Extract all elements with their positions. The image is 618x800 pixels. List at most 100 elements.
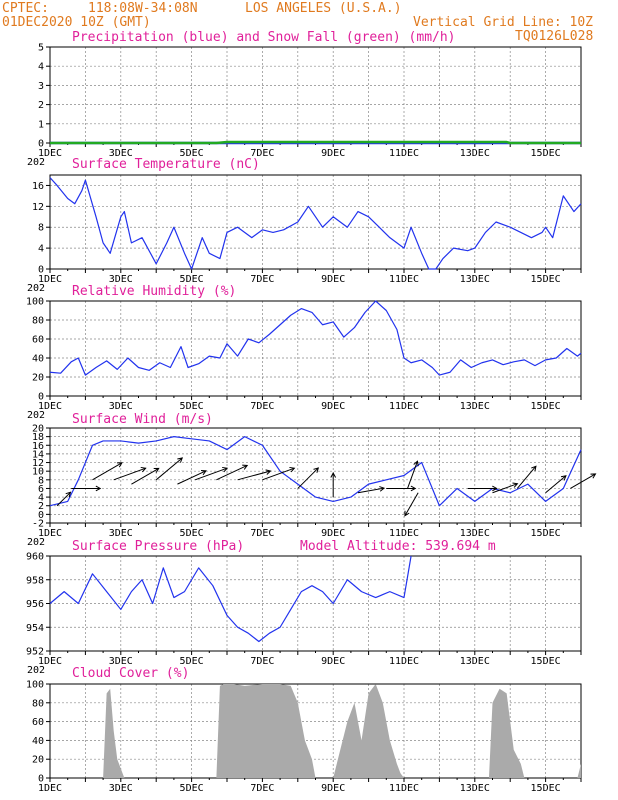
wind-arrow-head (140, 466, 147, 473)
x-tick-label: 3DEC (109, 656, 133, 667)
y-tick-label: 60 (32, 335, 44, 346)
x-year-label: 202 (27, 157, 45, 168)
wind-arrow-head (95, 485, 102, 492)
wind-arrow-head (289, 466, 296, 473)
x-tick-label: 3DEC (109, 148, 133, 159)
y-tick-label: 40 (32, 354, 44, 365)
x-tick-label: 5DEC (180, 783, 204, 794)
x-tick-label: 9DEC (321, 274, 345, 285)
title-humidity: Relative Humidity (%) (72, 284, 236, 299)
y-tick-label: 4 (38, 62, 44, 73)
x-year-label: 202 (27, 665, 45, 676)
x-tick-label: 7DEC (250, 401, 274, 412)
y-tick-label: 80 (32, 316, 44, 327)
y-tick-label: 956 (26, 599, 44, 610)
y-tick-label: 958 (26, 575, 44, 586)
cloud-cover-area (50, 684, 581, 778)
wind-arrow-head (177, 457, 184, 463)
x-tick-label: 1DEC (38, 148, 62, 159)
title-wind: Surface Wind (m/s) (72, 412, 213, 427)
x-year-label: 202 (27, 283, 45, 294)
x-tick-label: 3DEC (109, 528, 133, 539)
x-tick-label: 3DEC (109, 401, 133, 412)
wind-arrow-head (379, 486, 386, 492)
wind-arrow-head (492, 485, 498, 492)
x-tick-label: 15DEC (531, 656, 561, 667)
header-code: TQ0126L028 (515, 29, 593, 44)
y-tick-label: 954 (26, 623, 44, 634)
x-tick-label: 5DEC (180, 148, 204, 159)
header-coords: 118:08W-34:08N (88, 1, 198, 16)
x-tick-label: 15DEC (531, 274, 561, 285)
y-tick-label: 2 (38, 100, 44, 111)
title-temperature: Surface Temperature (nC) (72, 157, 260, 172)
x-tick-label: 5DEC (180, 401, 204, 412)
x-tick-label: 13DEC (460, 528, 490, 539)
x-tick-label: 13DEC (460, 148, 490, 159)
y-tick-label: -2 (32, 519, 44, 530)
y-tick-label: 3 (38, 81, 44, 92)
wind-arrow (570, 473, 596, 489)
y-tick-label: 18 (32, 432, 44, 443)
x-tick-label: 3DEC (109, 783, 133, 794)
wind-arrow (56, 491, 71, 507)
x-tick-label: 1DEC (38, 783, 62, 794)
y-tick-label: 10 (32, 467, 44, 478)
wind-arrow-head (330, 472, 337, 478)
wind-arrow (216, 464, 248, 481)
y-tick-label: 960 (26, 552, 44, 563)
x-tick-label: 15DEC (531, 783, 561, 794)
y-tick-label: 6 (38, 484, 44, 495)
wind-arrow (297, 467, 319, 489)
x-tick-label: 1DEC (38, 401, 62, 412)
wind-arrow (407, 461, 418, 489)
wind-arrow-head (65, 491, 72, 498)
wind-arrow-head (116, 462, 123, 468)
x-tick-label: 1DEC (38, 656, 62, 667)
x-year-label: 202 (27, 410, 45, 421)
x-tick-label: 5DEC (180, 656, 204, 667)
x-tick-label: 11DEC (389, 274, 419, 285)
x-tick-label: 9DEC (321, 148, 345, 159)
x-tick-label: 1DEC (38, 274, 62, 285)
plot-frame (49, 46, 582, 144)
wind-arrow-head (512, 482, 519, 488)
y-tick-label: 12 (32, 458, 44, 469)
series-line-3-0 (49, 436, 582, 507)
y-tick-label: 60 (32, 717, 44, 728)
x-tick-label: 5DEC (180, 528, 204, 539)
x-tick-label: 13DEC (460, 783, 490, 794)
wind-arrow-head (265, 469, 272, 475)
x-tick-label: 11DEC (389, 148, 419, 159)
y-tick-label: 952 (26, 647, 44, 658)
title-pressure: Surface Pressure (hPa) (72, 539, 244, 554)
wind-arrow (357, 487, 385, 494)
y-tick-label: 2 (38, 501, 44, 512)
series-line-0-1 (50, 140, 581, 145)
y-tick-label: 20 (32, 424, 44, 435)
y-tick-label: 1 (38, 119, 44, 130)
y-tick-label: 14 (32, 449, 44, 460)
x-tick-label: 15DEC (531, 528, 561, 539)
wind-arrow (404, 492, 419, 516)
wind-arrow-head (200, 470, 207, 476)
x-tick-label: 7DEC (250, 656, 274, 667)
wind-arrow (194, 467, 228, 481)
wind-arrow (155, 457, 183, 481)
y-tick-label: 0 (38, 510, 44, 521)
x-tick-label: 11DEC (389, 783, 419, 794)
x-tick-label: 7DEC (250, 783, 274, 794)
x-tick-label: 9DEC (321, 783, 345, 794)
x-year-label: 202 (27, 537, 45, 548)
wind-arrow (545, 475, 567, 494)
wind-arrow (237, 470, 271, 481)
x-tick-label: 13DEC (460, 274, 490, 285)
header-grid-note: Vertical Grid Line: 10Z (413, 15, 593, 30)
wind-arrow-head (404, 510, 410, 517)
series-line-1-0 (49, 177, 582, 270)
x-tick-label: 3DEC (109, 274, 133, 285)
title-precipitation: Precipitation (blue) and Snow Fall (gree… (72, 30, 456, 45)
y-tick-label: 8 (38, 223, 44, 234)
plot-frame (49, 427, 582, 524)
